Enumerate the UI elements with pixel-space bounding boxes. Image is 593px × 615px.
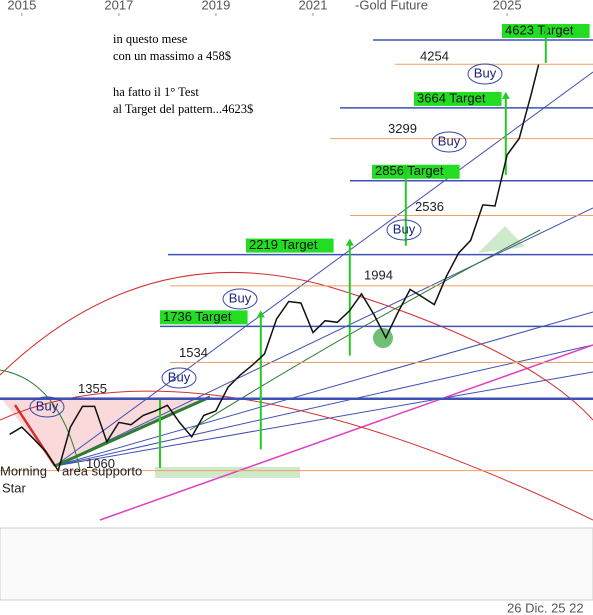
arrow-head [541,23,550,31]
target-box [246,238,334,253]
pattern-label: Star [2,480,27,495]
pattern-label: Morning [0,463,47,478]
trend-line [54,395,211,468]
chart-title: -Gold Future [355,0,428,12]
support-area [155,467,300,478]
x-tick-label: 2021 [299,0,328,12]
trend-line [54,207,593,467]
target-box [414,91,502,106]
buy-badge [467,63,503,85]
buy-label: Buy [393,221,416,236]
trend-line [54,71,593,467]
level-label: 4254 [420,49,449,64]
target-label: 3664 Target [417,90,486,105]
target-label: 2219 Target [249,237,318,252]
arrow-head [256,310,265,318]
note: in questo mese [113,32,188,46]
price-line [9,64,540,473]
note: con un massimo a 458$ [113,49,231,63]
target-box [160,310,248,325]
level-label: 2536 [415,199,444,214]
target-label: 4623 Target [505,22,574,37]
target-label: 2856 Target [375,163,444,178]
note: al Target del pattern...4623$ [113,102,253,116]
level-label: 3299 [388,121,417,136]
trend-line [54,344,593,467]
pattern-area [0,397,210,466]
buy-badge [29,396,65,418]
curve [189,229,541,431]
arrow-head [345,238,354,246]
buy-label: Buy [438,133,461,148]
level-label: 1060 [86,456,115,471]
x-tick-label: 2019 [201,0,230,12]
level-label: 1994 [364,267,393,282]
buy-badge [431,131,467,153]
drawings [0,71,593,601]
level-label: 1355 [78,381,107,396]
x-tick-label: 2017 [104,0,133,12]
buy-label: Buy [168,369,191,384]
support-label: area supporto [62,463,142,478]
buy-label: Buy [229,290,252,305]
note: ha fatto il 1° Test [113,85,199,99]
trend-line [54,371,593,467]
trend-line [54,311,593,467]
level-label: 1534 [179,345,208,360]
curve [0,369,81,471]
buy-badge [386,219,422,241]
curve [0,271,593,421]
trend-line [99,344,593,521]
target-label: 1736 Target [163,309,232,324]
arrow-head [501,91,510,99]
buy-badge [222,288,258,310]
target-box [372,164,460,179]
buy-label: Buy [36,398,59,413]
buy-label: Buy [474,65,497,80]
x-tick-label: 2025 [493,0,522,12]
buy-badge [161,367,197,389]
x-tick-label: 2015 [7,0,36,12]
arrow-head [401,164,410,172]
date-label: 26 Dic. 25 22 [507,600,584,615]
oscillator-panel [0,527,593,601]
